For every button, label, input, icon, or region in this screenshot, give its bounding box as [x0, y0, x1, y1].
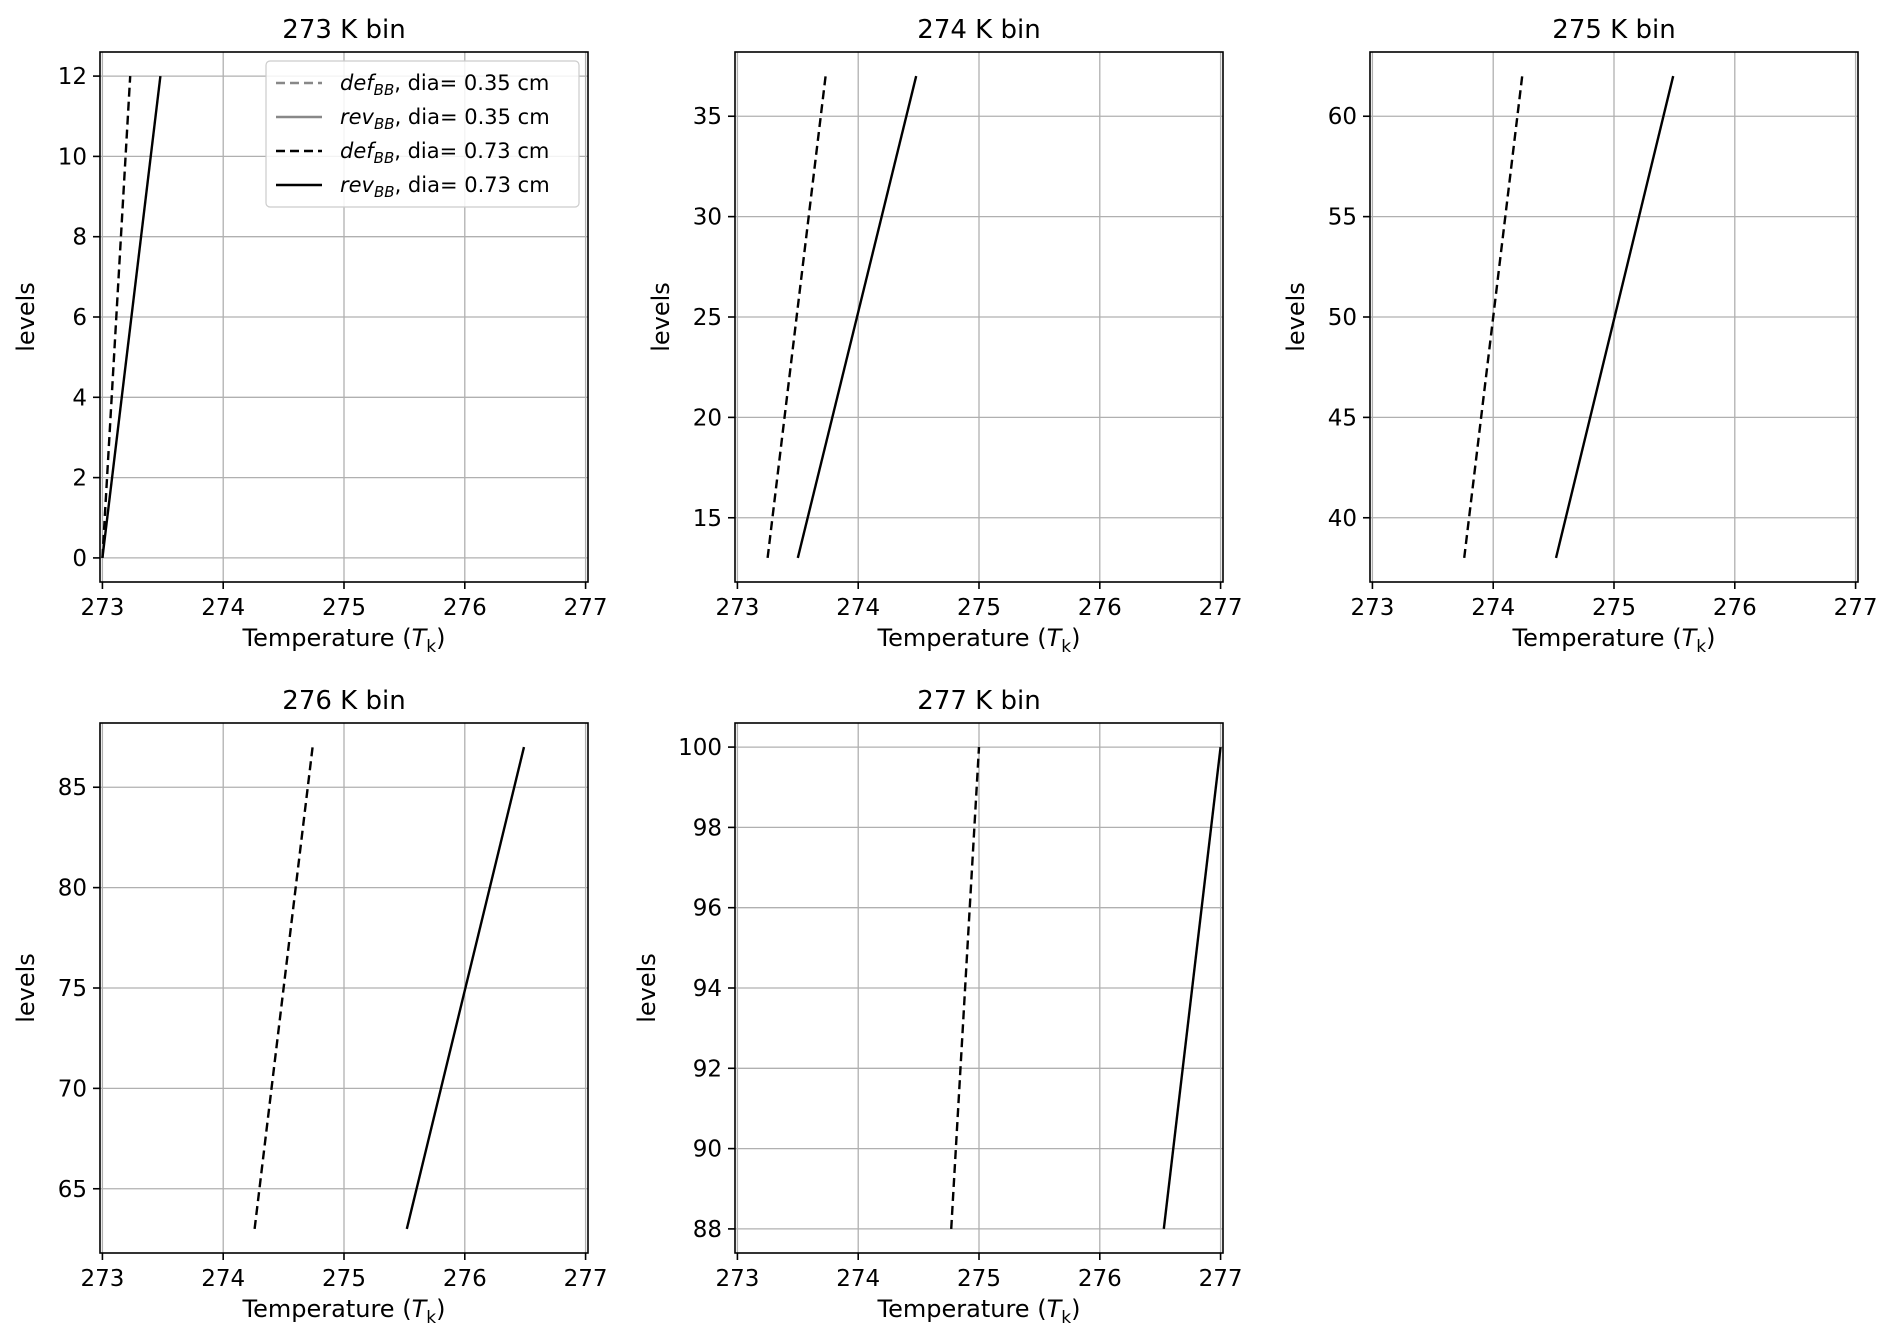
x-tick-label: 276	[443, 1266, 487, 1292]
legend-entry-label: revBB, dia= 0.73 cm	[340, 173, 550, 201]
legend: defBB, dia= 0.35 cm revBB, dia= 0.35 cm de…	[265, 60, 580, 208]
subplot-title: 274 K bin	[917, 15, 1040, 45]
series-line-solid	[405, 746, 526, 1230]
y-tick-label: 75	[58, 976, 87, 1002]
x-tick-label: 275	[957, 1266, 1001, 1292]
y-tick-label: 85	[58, 775, 87, 801]
y-tick-label: 25	[693, 305, 722, 331]
subplot-title: 275 K bin	[1552, 15, 1675, 45]
y-tick-label: 15	[693, 506, 722, 532]
x-tick-label: 277	[1199, 595, 1243, 621]
x-tick-label: 273	[715, 1266, 759, 1292]
y-tick-label: 35	[693, 104, 722, 130]
x-tick-label: 276	[1078, 1266, 1122, 1292]
x-tick-label: 275	[322, 1266, 366, 1292]
legend-entry-label: defBB, dia= 0.73 cm	[340, 139, 549, 167]
subplot-2: 273 274 275 276 277 15 20 25 30 35 274 K bin Temper…	[647, 15, 1243, 657]
y-tick-label: 45	[1328, 405, 1357, 431]
y-tick-label: 8	[72, 225, 87, 251]
y-tick-label: 10	[58, 144, 87, 170]
y-tick-label: 88	[693, 1217, 722, 1243]
y-tick-label: 20	[693, 405, 722, 431]
y-tick-label: 92	[693, 1056, 722, 1082]
x-tick-label: 273	[715, 595, 759, 621]
x-tick-label: 277	[1834, 595, 1878, 621]
y-tick-label: 40	[1328, 506, 1357, 532]
subplot-title: 276 K bin	[282, 686, 405, 716]
y-axis-label: levels	[12, 953, 40, 1023]
x-tick-label: 273	[80, 595, 124, 621]
y-tick-label: 70	[58, 1076, 87, 1102]
y-axis-label: levels	[633, 953, 661, 1023]
y-tick-label: 4	[72, 385, 87, 411]
x-tick-label: 275	[322, 595, 366, 621]
y-tick-label: 60	[1328, 104, 1357, 130]
x-tick-label: 275	[957, 595, 1001, 621]
x-tick-label: 273	[80, 1266, 124, 1292]
series-line-dashed	[766, 75, 827, 559]
x-tick-label: 274	[836, 595, 880, 621]
x-tick-label: 274	[201, 595, 245, 621]
x-tick-label: 276	[443, 595, 487, 621]
x-tick-label: 274	[201, 1266, 245, 1292]
series-line-dashed	[253, 746, 314, 1230]
x-tick-label: 274	[1471, 595, 1515, 621]
y-tick-label: 55	[1328, 205, 1357, 231]
series-line-dashed	[950, 747, 981, 1229]
x-axis-label: Temperature (Tk)	[877, 1295, 1081, 1328]
x-tick-label: 277	[564, 595, 608, 621]
legend-entry-label: defBB, dia= 0.35 cm	[340, 71, 549, 99]
x-axis-label: Temperature (Tk)	[877, 624, 1081, 657]
x-tick-label: 273	[1350, 595, 1394, 621]
y-axis-label: levels	[12, 282, 40, 352]
legend-box	[265, 60, 580, 208]
y-tick-label: 100	[678, 735, 722, 761]
y-tick-label: 98	[693, 815, 722, 841]
series-line-solid	[1162, 746, 1222, 1230]
y-tick-label: 2	[72, 466, 87, 492]
x-tick-label: 277	[1199, 1266, 1243, 1292]
series-line-dashed	[101, 76, 132, 558]
subplot-1: 273 274 275 276 277 0 2 4 6 8 10 12 273 K bin Tempera…	[12, 15, 608, 657]
x-axis-label: Temperature (Tk)	[242, 624, 446, 657]
y-tick-label: 12	[58, 64, 87, 90]
subplot-4: 273 274 275 276 277 65 70 75 80 85 276 K bin Temper…	[12, 686, 608, 1328]
y-tick-label: 65	[58, 1177, 87, 1203]
y-tick-label: 30	[693, 205, 722, 231]
x-tick-label: 276	[1713, 595, 1757, 621]
legend-entry-label: revBB, dia= 0.35 cm	[340, 105, 550, 133]
subplot-5: 273 274 275 276 277 88 90 92 94 96 98 100 277 K bin T…	[633, 686, 1243, 1328]
y-tick-label: 50	[1328, 305, 1357, 331]
subplot-title: 273 K bin	[282, 15, 405, 45]
y-tick-label: 0	[72, 546, 87, 572]
y-tick-label: 90	[693, 1137, 722, 1163]
x-tick-label: 276	[1078, 595, 1122, 621]
subplot-title: 277 K bin	[917, 686, 1040, 716]
series-line-solid	[101, 75, 162, 559]
x-tick-label: 274	[836, 1266, 880, 1292]
x-tick-label: 277	[564, 1266, 608, 1292]
y-tick-label: 96	[693, 896, 722, 922]
y-axis-label: levels	[647, 282, 675, 352]
series-line-solid	[1554, 75, 1675, 559]
subplot-3: 273 274 275 276 277 40 45 50 55 60 275 K bin Temper…	[1282, 15, 1878, 657]
y-axis-label: levels	[1282, 282, 1310, 352]
series-line-solid	[796, 75, 918, 559]
y-tick-label: 80	[58, 876, 87, 902]
y-tick-label: 6	[72, 305, 87, 331]
x-axis-label: Temperature (Tk)	[1512, 624, 1716, 657]
series-line-dashed	[1463, 75, 1524, 559]
x-axis-label: Temperature (Tk)	[242, 1295, 446, 1328]
y-tick-label: 94	[693, 976, 722, 1002]
x-tick-label: 275	[1592, 595, 1636, 621]
